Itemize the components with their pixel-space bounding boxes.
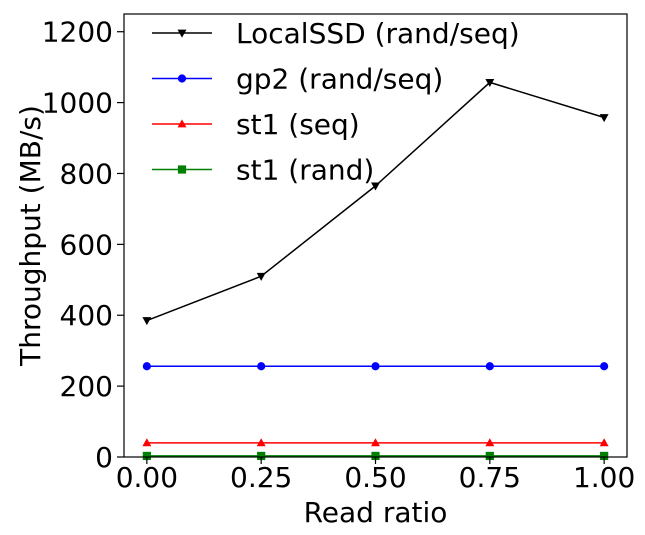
legend-marker-gp2-rand-seq	[177, 74, 187, 83]
x-tick-label: 0.75	[459, 461, 521, 494]
series-gp2-rand-seq	[142, 362, 609, 371]
data-point-st1-seq	[256, 438, 266, 447]
y-axis-title: Throughput (MB/s)	[14, 105, 47, 367]
data-point-localssd-rand-seq	[256, 272, 266, 281]
data-point-localssd-rand-seq	[599, 114, 609, 123]
x-tick-label: 0.50	[344, 461, 406, 494]
data-point-st1-seq	[485, 438, 495, 447]
legend-item-st1-rand: st1 (rand)	[152, 154, 374, 187]
data-point-localssd-rand-seq	[371, 182, 380, 191]
data-point-gp2-rand-seq	[485, 362, 494, 371]
series-localssd-rand-seq	[142, 79, 609, 326]
legend-label-st1-rand: st1 (rand)	[236, 154, 374, 187]
plot-area	[142, 79, 609, 461]
y-tick-label: 1000	[42, 87, 113, 120]
x-tick-label: 0.00	[116, 461, 178, 494]
data-point-st1-seq	[599, 438, 609, 447]
y-tick-label: 200	[60, 370, 113, 403]
data-point-st1-seq	[371, 438, 380, 447]
x-tick-label: 0.25	[230, 461, 292, 494]
data-point-st1-seq	[142, 438, 152, 447]
legend-marker-st1-rand	[177, 165, 187, 174]
data-point-gp2-rand-seq	[142, 362, 151, 371]
legend-marker-st1-seq	[177, 119, 187, 128]
legend-label-gp2-rand-seq: gp2 (rand/seq)	[236, 63, 443, 96]
series-st1-seq	[142, 438, 609, 447]
x-tick-label: 1.00	[573, 461, 635, 494]
data-point-gp2-rand-seq	[257, 362, 266, 371]
data-point-localssd-rand-seq	[142, 317, 152, 326]
legend-label-st1-seq: st1 (seq)	[236, 108, 360, 141]
legend: LocalSSD (rand/seq) gp2 (rand/seq) st1 (se…	[152, 17, 520, 187]
y-tick-label: 0	[95, 441, 113, 474]
data-point-gp2-rand-seq	[371, 362, 380, 371]
data-point-localssd-rand-seq	[485, 79, 495, 88]
legend-marker-localssd-rand-seq	[177, 29, 187, 38]
data-point-gp2-rand-seq	[600, 362, 609, 371]
x-axis: 0.00 0.25 0.50 0.75 1.00	[116, 457, 635, 494]
y-tick-label: 1200	[42, 16, 113, 49]
legend-item-gp2-rand-seq: gp2 (rand/seq)	[152, 63, 443, 96]
y-tick-label: 600	[60, 228, 113, 261]
y-tick-label: 400	[60, 299, 113, 332]
x-axis-title: Read ratio	[304, 496, 448, 529]
legend-item-localssd-rand-seq: LocalSSD (rand/seq)	[152, 17, 520, 50]
legend-label-localssd-rand-seq: LocalSSD (rand/seq)	[236, 17, 520, 50]
y-tick-label: 800	[60, 157, 113, 190]
y-axis: 0 200 400 600 800 1000 1200	[42, 16, 124, 474]
legend-item-st1-seq: st1 (seq)	[152, 108, 360, 141]
